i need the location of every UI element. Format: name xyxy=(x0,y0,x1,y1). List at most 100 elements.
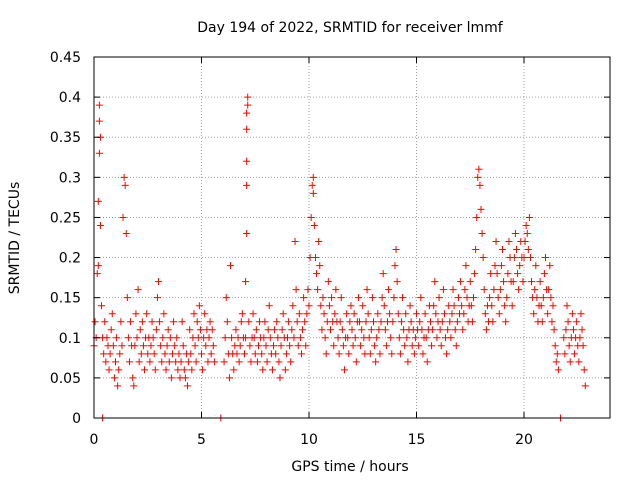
data-point xyxy=(340,366,348,374)
data-point xyxy=(472,246,480,254)
data-point xyxy=(282,350,290,358)
data-point xyxy=(314,286,322,294)
data-point xyxy=(406,302,414,310)
data-point xyxy=(363,286,371,294)
data-point xyxy=(114,382,122,390)
data-point xyxy=(230,366,238,374)
data-point xyxy=(286,342,294,350)
data-point xyxy=(181,374,189,382)
data-point xyxy=(108,310,116,318)
data-point xyxy=(416,318,424,326)
data-point xyxy=(381,326,389,334)
data-point xyxy=(562,326,570,334)
data-point xyxy=(380,302,388,310)
data-point xyxy=(228,334,236,342)
data-point xyxy=(190,310,198,318)
data-point xyxy=(259,366,267,374)
data-point xyxy=(354,294,362,302)
data-points xyxy=(90,93,589,422)
data-point xyxy=(476,181,484,189)
data-point xyxy=(133,334,141,342)
data-point xyxy=(463,294,471,302)
data-point xyxy=(237,318,245,326)
data-point xyxy=(318,326,326,334)
data-point xyxy=(297,350,305,358)
x-tick-label: 0 xyxy=(90,432,99,448)
data-point xyxy=(244,93,252,101)
data-point xyxy=(325,302,333,310)
data-point xyxy=(505,238,513,246)
data-point xyxy=(367,326,375,334)
data-point xyxy=(93,270,101,278)
data-point xyxy=(293,318,301,326)
data-point xyxy=(436,326,444,334)
data-point xyxy=(220,358,228,366)
data-point xyxy=(566,358,574,366)
data-point xyxy=(432,310,440,318)
plot-frame xyxy=(93,56,611,419)
data-point xyxy=(141,366,149,374)
data-point xyxy=(579,342,587,350)
data-point xyxy=(458,302,466,310)
data-point xyxy=(208,326,216,334)
data-point xyxy=(253,358,261,366)
data-point xyxy=(170,318,178,326)
data-point xyxy=(187,350,195,358)
data-point xyxy=(135,358,143,366)
data-point xyxy=(444,326,452,334)
data-point xyxy=(378,294,386,302)
data-point xyxy=(179,342,187,350)
data-point xyxy=(238,310,246,318)
data-point xyxy=(428,342,436,350)
data-point xyxy=(168,350,176,358)
data-point xyxy=(147,342,155,350)
data-point xyxy=(151,366,159,374)
data-point xyxy=(376,350,384,358)
data-point xyxy=(101,318,109,326)
data-point xyxy=(311,254,319,262)
data-point xyxy=(177,358,185,366)
data-point xyxy=(274,334,282,342)
data-point xyxy=(210,358,218,366)
data-point xyxy=(134,286,142,294)
data-point xyxy=(296,334,304,342)
data-point xyxy=(300,294,308,302)
data-point xyxy=(386,310,394,318)
data-point xyxy=(236,342,244,350)
data-point xyxy=(243,157,251,165)
data-point xyxy=(344,334,352,342)
data-point xyxy=(379,270,387,278)
data-point xyxy=(320,310,328,318)
x-tick-label: 10 xyxy=(300,432,318,448)
data-point xyxy=(481,310,489,318)
data-point xyxy=(265,302,273,310)
data-point xyxy=(98,302,106,310)
data-point xyxy=(327,326,334,334)
data-point xyxy=(273,318,281,326)
data-point xyxy=(575,358,583,366)
y-tick-label: 0.3 xyxy=(59,170,81,186)
data-point xyxy=(205,334,213,342)
data-point xyxy=(357,342,365,350)
data-point xyxy=(447,334,455,342)
data-point xyxy=(171,342,179,350)
data-point xyxy=(433,334,441,342)
data-point xyxy=(149,334,157,342)
data-point xyxy=(492,238,500,246)
data-point xyxy=(419,350,427,358)
data-point xyxy=(299,326,307,334)
data-point xyxy=(545,286,553,294)
data-point xyxy=(241,350,248,358)
data-point xyxy=(496,286,504,294)
data-point xyxy=(251,350,259,358)
data-point xyxy=(486,294,494,302)
data-point xyxy=(373,334,381,342)
data-point xyxy=(448,310,456,318)
data-point xyxy=(573,318,581,326)
data-point xyxy=(254,342,262,350)
data-point xyxy=(514,270,522,278)
data-point xyxy=(561,350,569,358)
data-point xyxy=(429,326,437,334)
data-point xyxy=(245,318,253,326)
data-point xyxy=(310,221,318,229)
